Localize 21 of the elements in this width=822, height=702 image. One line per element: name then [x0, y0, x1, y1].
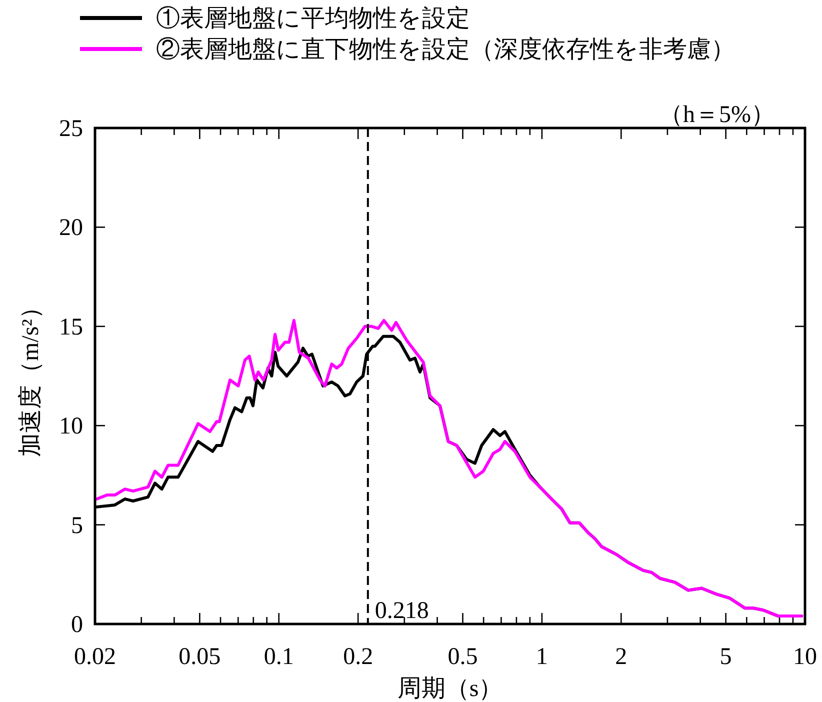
x-tick-label: 5 [720, 644, 732, 670]
legend-label: ②表層地盤に直下物性を設定（深度依存性を非考慮） [156, 36, 735, 63]
ref-line-label: 0.218 [374, 598, 429, 624]
y-tick-label: 10 [59, 414, 83, 440]
x-tick-label: 10 [793, 644, 817, 670]
annotation: （h＝5%） [659, 102, 775, 128]
x-tick-label: 0.05 [178, 644, 221, 670]
legend-label: ①表層地盤に平均物性を設定 [156, 5, 470, 32]
x-tick-label: 0.5 [448, 644, 478, 670]
y-tick-label: 25 [59, 116, 83, 142]
x-axis-title: 周期（s） [397, 676, 503, 702]
x-tick-label: 0.02 [74, 644, 116, 670]
y-tick-label: 5 [71, 512, 83, 539]
y-axis-title: 加速度（m/s²） [17, 295, 44, 457]
y-tick-label: 0 [71, 612, 83, 638]
x-tick-label: 1 [536, 644, 548, 670]
x-tick-label: 0.2 [343, 644, 374, 670]
y-tick-label: 20 [59, 215, 83, 242]
y-tick-label: 15 [59, 314, 83, 340]
x-tick-label: 0.1 [264, 644, 294, 670]
x-tick-label: 2 [615, 644, 628, 670]
